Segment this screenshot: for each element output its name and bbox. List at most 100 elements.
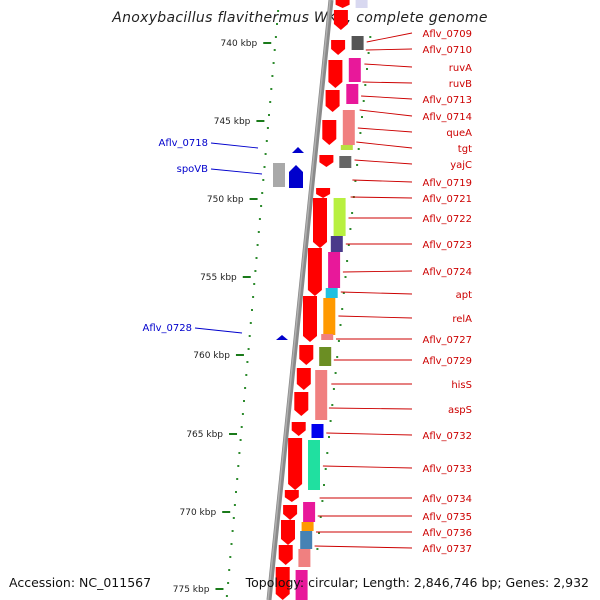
scale-dot (256, 244, 259, 246)
scale-dot (260, 205, 263, 207)
scale-dot (273, 49, 276, 51)
scale-dot (227, 582, 230, 584)
gene-label: yajC (450, 160, 472, 171)
scale-dot (255, 257, 258, 259)
gene-label: Aflv_0714 (422, 112, 472, 123)
scale-label: 760 kbp (193, 351, 230, 361)
cog-box (295, 570, 308, 600)
label-leader (194, 327, 243, 334)
cog-box (308, 440, 320, 490)
label-leader (359, 109, 413, 117)
gene-arrow (313, 198, 327, 248)
scale-ticks: 740 kbp 745 kbp 750 kbp 755 kbp 760 kbp 765 k… (173, 39, 272, 595)
scale-dot (336, 356, 339, 358)
cog-box (321, 334, 334, 340)
scale-dot (261, 192, 264, 194)
gene-arrow (278, 545, 293, 565)
scale-dot (361, 116, 363, 118)
forward-features (273, 147, 304, 340)
cog-box (330, 236, 343, 252)
label-leader (350, 196, 413, 199)
scale-label: 775 kbp (173, 585, 210, 595)
scale-dot (266, 127, 269, 129)
forward-gene-marker (292, 147, 304, 153)
label-leader (338, 315, 413, 319)
gene-label: Aflv_0710 (422, 45, 472, 56)
cog-box (273, 163, 285, 187)
scale-dot (243, 400, 245, 402)
cog-box (323, 298, 336, 335)
cog-boxes (295, 0, 368, 600)
gene-arrow (319, 155, 334, 167)
scale-tick (242, 276, 251, 278)
scale-dot (326, 452, 329, 454)
label-leader (361, 95, 413, 100)
scale-label: 755 kbp (200, 273, 237, 283)
gene-label: relA (452, 314, 472, 325)
scale-dot (347, 244, 350, 246)
scale-dot (356, 164, 359, 166)
gene-label: Aflv_0737 (422, 544, 472, 555)
scale-dot (269, 101, 272, 103)
scale-label: 750 kbp (207, 195, 244, 205)
gene-arrows (275, 0, 350, 600)
gene-label: Aflv_0732 (422, 431, 472, 442)
scale-dot (337, 340, 340, 342)
scale-dot (268, 114, 270, 116)
label-leader (210, 168, 263, 175)
scale-dot (233, 504, 236, 506)
gene-label: Aflv_0722 (422, 214, 472, 225)
gene-label: ruvA (449, 63, 472, 74)
scale-dot (351, 212, 354, 214)
label-leader (328, 407, 413, 410)
gene-label: queA (446, 128, 472, 139)
scale-tick (215, 588, 224, 590)
gene-arrow (299, 345, 314, 365)
gene-arrow (316, 188, 331, 198)
cog-box (351, 36, 364, 50)
cog-box (342, 110, 355, 145)
scale-dot (367, 52, 370, 54)
scale-dot (274, 36, 277, 38)
scale-dot (349, 228, 352, 230)
gene-label: Aflv_0709 (422, 29, 472, 40)
scale-dot (240, 426, 243, 428)
scale-label: 745 kbp (214, 117, 251, 127)
scale-dot (238, 452, 241, 454)
scale-dot (225, 595, 228, 597)
gene-label: Aflv_0724 (422, 267, 472, 278)
gene-label: Aflv_0723 (422, 240, 472, 251)
gene-label: tgt (458, 144, 472, 155)
scale-dot (263, 166, 266, 168)
scale-dot (319, 516, 322, 518)
scale-dot (323, 484, 325, 486)
label-leader (326, 432, 413, 436)
scale-label: 770 kbp (180, 508, 217, 518)
label-leader (365, 48, 413, 51)
scale-dot (271, 75, 274, 77)
label-leader (322, 465, 413, 469)
scale-dot (328, 436, 330, 438)
scale-dot (346, 260, 349, 262)
genome-backbone (266, 0, 334, 600)
gene-arrow (283, 505, 298, 520)
gene-label: Aflv_0728 (142, 323, 192, 334)
scale-dot (264, 153, 267, 155)
scale-dot (230, 543, 233, 545)
scale-dot (316, 548, 319, 550)
scale-dot (276, 23, 278, 25)
cog-box (303, 502, 316, 522)
gene-label: Aflv_0713 (422, 95, 472, 106)
scale-dot (247, 348, 250, 350)
scale-label: 765 kbp (186, 430, 223, 440)
scale-label: 740 kbp (221, 39, 258, 49)
gene-label: Aflv_0718 (158, 138, 208, 149)
scale-dot (329, 420, 332, 422)
gene-labels: Aflv_0709 Aflv_0710 ruvA ruvB Aflv_0713 Aflv_… (142, 29, 472, 555)
scale-dot (369, 36, 372, 38)
scale-dot (244, 387, 247, 389)
scale-dot (272, 62, 275, 64)
gene-arrow (284, 490, 299, 502)
scale-dot (245, 374, 248, 376)
